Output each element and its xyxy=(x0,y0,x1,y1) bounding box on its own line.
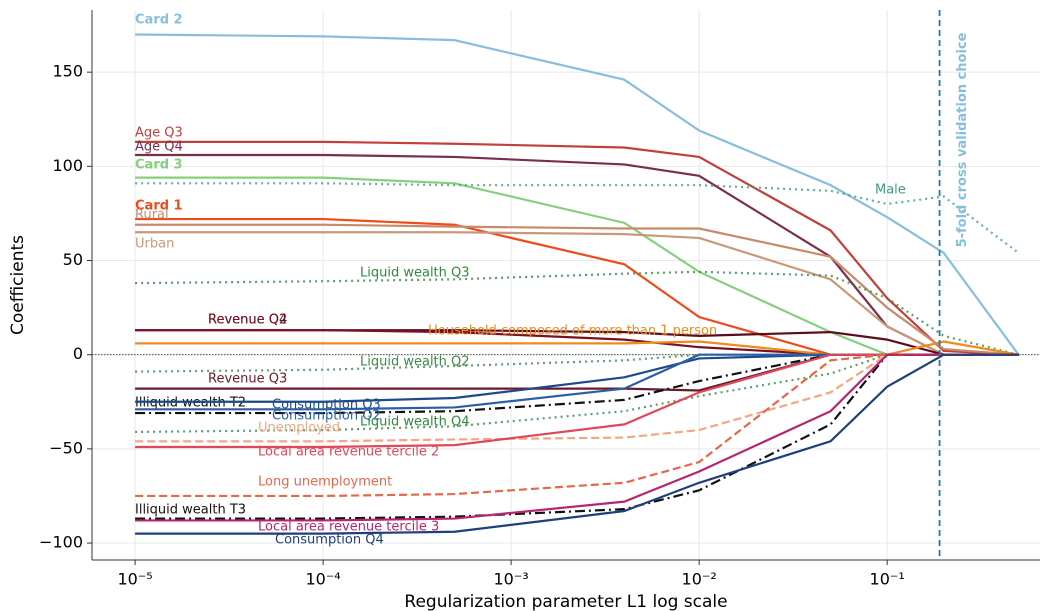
x-tick-label: 10⁻² xyxy=(682,570,717,589)
series-line xyxy=(135,33,1020,356)
series-label: Liquid wealth Q4 xyxy=(360,415,470,430)
series-label: Rural xyxy=(135,208,169,223)
y-tick-label: 50 xyxy=(63,250,83,269)
y-tick-label: 0 xyxy=(73,344,83,363)
series-line xyxy=(135,340,1019,356)
series-label: Local area revenue tercile 3 xyxy=(258,520,439,535)
series-label: Revenue Q3 xyxy=(208,372,287,387)
x-tick-label: 10⁻³ xyxy=(494,570,529,589)
series-line xyxy=(135,223,1019,356)
y-tick-label: −100 xyxy=(39,533,83,552)
series-label: Card 3 xyxy=(135,158,183,173)
series-label: Revenue Q2 xyxy=(208,313,287,328)
y-tick-label: 150 xyxy=(52,62,83,81)
series-line xyxy=(135,353,1019,522)
series-line xyxy=(135,353,1019,535)
series-label: Long unemployment xyxy=(258,475,392,490)
series-label: Consumption Q4 xyxy=(275,533,384,548)
series-line xyxy=(135,182,1020,254)
series-label: Card 2 xyxy=(135,13,183,28)
series-line xyxy=(135,270,1019,356)
x-axis-title: Regularization parameter L1 log scale xyxy=(404,592,727,611)
series-label: Unemployed xyxy=(258,421,340,436)
series-label: Liquid wealth Q2 xyxy=(360,355,470,370)
series-label: Urban xyxy=(135,237,174,252)
x-tick-label: 10⁻⁵ xyxy=(117,570,152,589)
series-line xyxy=(135,140,1019,356)
series-label: Card 1 xyxy=(135,199,183,214)
series-label: Illiquid wealth T2 xyxy=(135,396,246,411)
series-label: Illiquid wealth T3 xyxy=(135,503,246,518)
series-label: Liquid wealth Q3 xyxy=(360,266,470,281)
series-label: Household composed of more than 1 person xyxy=(428,324,717,339)
series-label: Male xyxy=(875,183,906,198)
y-tick-label: −50 xyxy=(49,438,83,457)
y-axis-title: Coefficients xyxy=(8,235,28,335)
series-label: Consumption Q2 xyxy=(272,409,381,424)
y-tick-label: 100 xyxy=(52,156,83,175)
x-tick-label: 10⁻¹ xyxy=(870,570,905,589)
annotation: 5-fold cross validation choice xyxy=(955,32,970,247)
series-label: Revenue Q4 xyxy=(208,313,287,328)
series-label: Age Q3 xyxy=(135,126,183,141)
series-label: Age Q4 xyxy=(135,140,183,155)
series-label: Local area revenue tercile 2 xyxy=(258,445,439,460)
x-tick-label: 10⁻⁴ xyxy=(305,570,340,589)
